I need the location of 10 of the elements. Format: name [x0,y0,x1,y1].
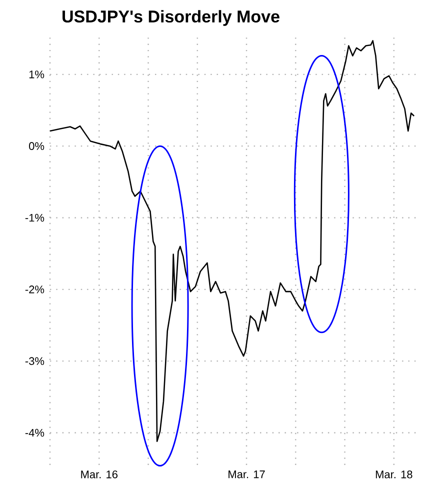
chart-title: USDJPY's Disorderly Move [62,10,280,26]
y-tick-label: -4% [25,428,44,437]
y-tick-label: 0% [29,142,44,150]
x-tick-label: Mar. 18 [376,470,412,478]
y-tick-label: -2% [25,286,44,294]
x-tick-label: Mar. 17 [228,470,265,478]
y-tick-label: 1% [29,70,44,78]
x-tick-label: Mar. 16 [81,470,118,478]
y-tick-label: -1% [25,214,44,222]
y-tick-label: -3% [25,357,44,365]
